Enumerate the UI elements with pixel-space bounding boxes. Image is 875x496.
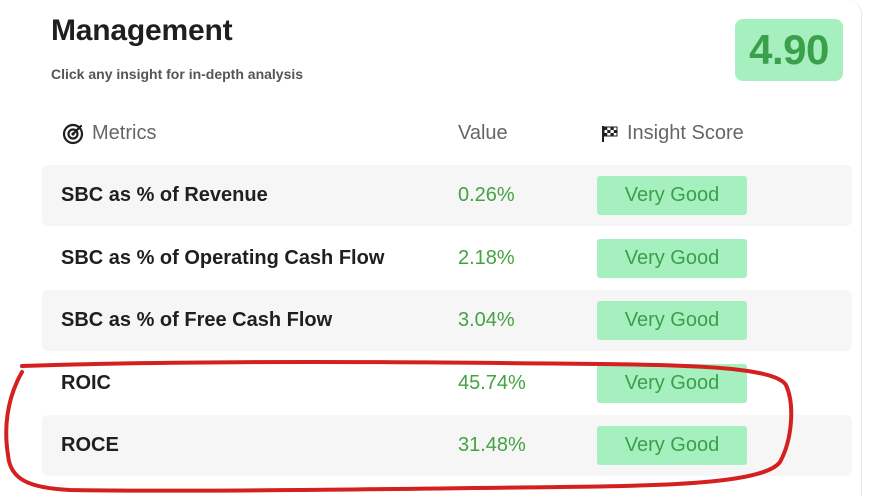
table-row[interactable]: ROIC 45.74% Very Good (42, 353, 852, 414)
metric-value: 3.04% (458, 309, 515, 331)
column-header-metrics-label: Metrics (92, 122, 157, 144)
insight-score-badge[interactable]: Very Good (597, 176, 747, 215)
metric-name: ROIC (61, 372, 111, 394)
column-header-value-label: Value (458, 122, 508, 144)
metric-value: 31.48% (458, 434, 526, 456)
card-title: Management (51, 14, 233, 47)
insight-score-badge[interactable]: Very Good (597, 364, 747, 403)
table-row[interactable]: SBC as % of Free Cash Flow 3.04% Very Go… (42, 290, 852, 351)
metric-value: 2.18% (458, 247, 515, 269)
metric-name: SBC as % of Free Cash Flow (61, 309, 333, 331)
metric-value: 45.74% (458, 372, 526, 394)
overall-score-badge[interactable]: 4.90 (735, 19, 843, 81)
checkered-flag-icon (601, 125, 619, 143)
column-header-insight-score: Insight Score (601, 122, 744, 145)
metric-name: SBC as % of Revenue (61, 184, 268, 206)
card-subtitle: Click any insight for in-depth analysis (51, 66, 304, 82)
column-header-metrics: Metrics (62, 122, 156, 145)
insight-score-badge[interactable]: Very Good (597, 239, 747, 278)
table-row[interactable]: ROCE 31.48% Very Good (42, 415, 852, 476)
metric-name: SBC as % of Operating Cash Flow (61, 247, 385, 269)
column-header-insight-score-label: Insight Score (627, 122, 744, 144)
metric-name: ROCE (61, 434, 119, 456)
table-row[interactable]: SBC as % of Operating Cash Flow 2.18% Ve… (42, 228, 852, 289)
insight-score-badge[interactable]: Very Good (597, 301, 747, 340)
target-icon (62, 123, 84, 145)
column-header-value: Value (458, 122, 508, 145)
table-header: Metrics Value Insight Score (0, 118, 860, 150)
metric-value: 0.26% (458, 184, 515, 206)
insight-score-badge[interactable]: Very Good (597, 426, 747, 465)
table-row[interactable]: SBC as % of Revenue 0.26% Very Good (42, 165, 852, 226)
